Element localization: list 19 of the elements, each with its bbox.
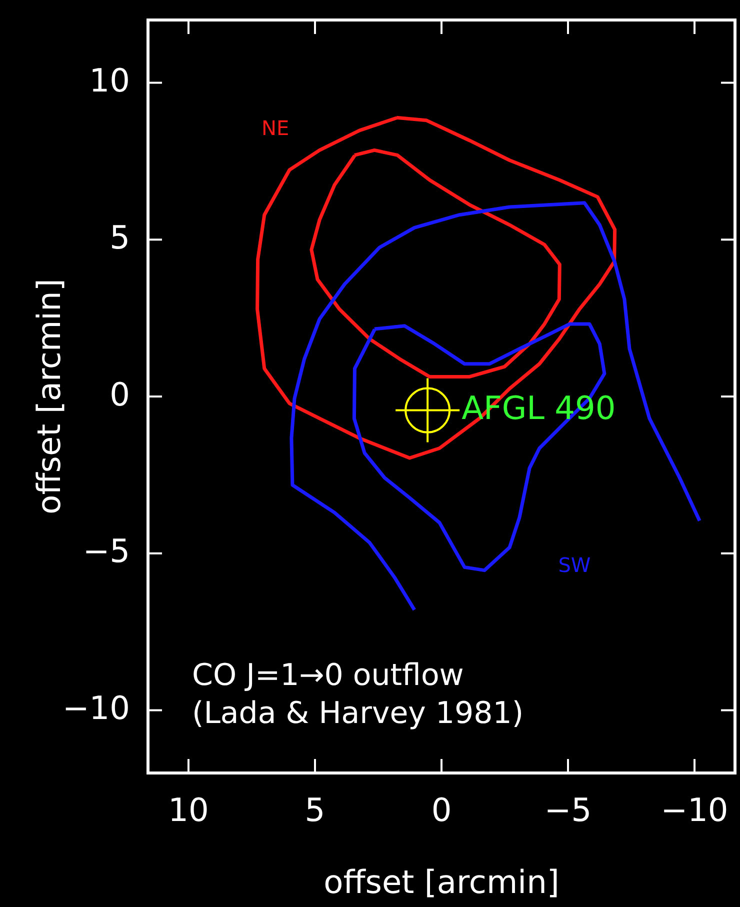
x-tick-label: −5 — [544, 791, 592, 829]
line-series — [310, 148, 562, 378]
text: SW — [558, 552, 591, 577]
x-tick-label: −10 — [660, 791, 728, 829]
y-tick-label: 5 — [110, 218, 130, 256]
annotation: (Lada & Harvey 1981) — [192, 696, 524, 731]
x-tick-label: 10 — [168, 791, 209, 829]
line-series — [256, 116, 617, 460]
y-tick-label: 0 — [110, 375, 130, 414]
x-axis-title: offset [arcmin] — [324, 863, 560, 901]
annotation: CO J=1→0 outflow — [192, 658, 464, 693]
x-tick-label: 0 — [431, 791, 452, 829]
y-axis-title: offset [arcmin] — [30, 278, 68, 514]
y-tick-label: −10 — [62, 689, 130, 727]
y-tick-label: −5 — [82, 532, 130, 570]
series-label: NE — [262, 116, 290, 140]
line-series — [290, 201, 702, 612]
x-tick-label: 5 — [304, 791, 326, 829]
y-tick-label: 10 — [89, 62, 130, 100]
